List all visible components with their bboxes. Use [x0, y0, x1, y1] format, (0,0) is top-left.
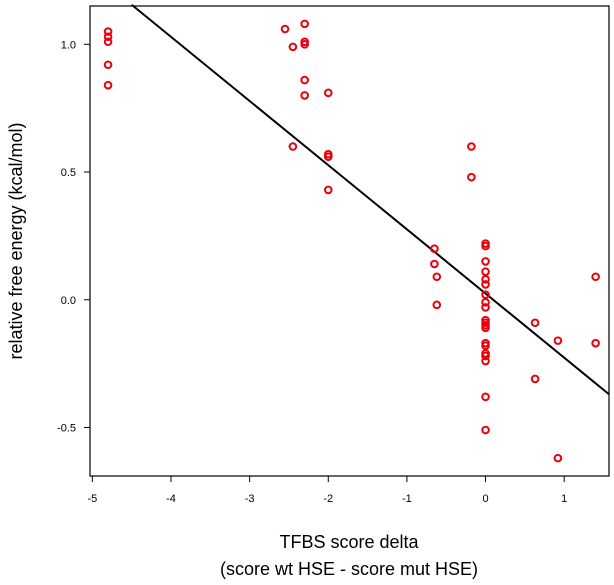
data-point	[103, 80, 113, 90]
x-axis-title-line1: TFBS score delta	[279, 532, 419, 552]
data-point	[288, 42, 298, 52]
data-point	[481, 425, 490, 435]
data-point	[323, 88, 333, 98]
y-tick-label: 0.0	[61, 295, 76, 307]
data-point	[553, 453, 563, 463]
data-point	[103, 27, 113, 36]
data-point	[280, 24, 290, 34]
data-point	[432, 272, 442, 282]
data-point	[530, 374, 540, 384]
regression-line	[131, 3, 610, 396]
data-point	[467, 142, 476, 151]
x-axis-ticks: -5 -4 -3 -2 -1 0 1	[87, 476, 567, 505]
y-tick-label: 0.5	[61, 167, 76, 179]
data-point	[481, 341, 490, 351]
data-points	[103, 19, 600, 463]
data-point	[481, 392, 490, 402]
data-point	[481, 280, 490, 289]
plot-frame	[89, 5, 610, 477]
x-tick-label: 1	[561, 493, 567, 505]
data-point	[481, 298, 490, 307]
data-point	[300, 40, 309, 49]
data-point	[553, 336, 563, 345]
data-point	[481, 275, 490, 284]
data-point	[323, 152, 333, 162]
x-tick-label: -5	[87, 493, 97, 505]
data-point	[481, 356, 490, 366]
x-tick-label: -1	[402, 493, 412, 505]
data-point	[481, 290, 490, 299]
data-point	[467, 172, 476, 182]
data-point	[430, 259, 439, 269]
data-point	[530, 318, 540, 328]
x-tick-label: -4	[166, 493, 176, 505]
data-point	[300, 91, 309, 100]
y-axis-ticks: -0.5 0.0 0.5 1.0	[57, 39, 90, 434]
data-point	[591, 272, 600, 282]
data-point	[481, 241, 490, 251]
data-point	[430, 244, 439, 253]
data-point	[103, 32, 113, 41]
data-point	[481, 303, 490, 312]
data-point	[300, 75, 309, 85]
data-point	[432, 300, 442, 310]
y-axis-title: relative free energy (kcal/mol)	[6, 122, 26, 359]
data-point	[300, 19, 309, 29]
y-tick-label: -0.5	[57, 422, 76, 434]
data-point	[481, 267, 490, 276]
x-tick-label: -2	[323, 493, 333, 505]
data-point	[591, 338, 600, 348]
data-point	[103, 60, 113, 70]
x-tick-label: 0	[482, 493, 488, 505]
data-point	[481, 351, 490, 361]
x-tick-label: -3	[245, 493, 255, 505]
data-point	[481, 323, 490, 333]
x-axis-title-line2: (score wt HSE - score mut HSE)	[220, 559, 478, 579]
data-point	[481, 257, 490, 266]
data-point	[288, 142, 298, 151]
data-point	[103, 37, 113, 47]
y-tick-label: 1.0	[61, 39, 76, 51]
data-point	[323, 185, 333, 195]
